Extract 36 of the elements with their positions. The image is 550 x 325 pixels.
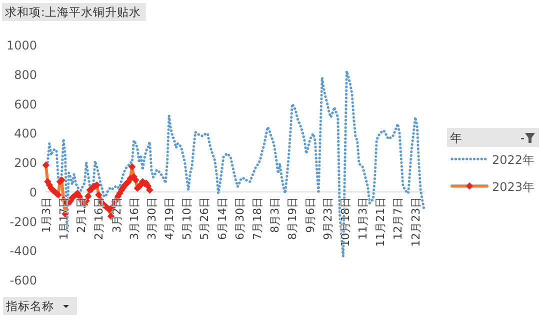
x-tick-label: 3月16日 <box>128 196 141 240</box>
y-tick-label: -600 <box>10 274 37 288</box>
x-tick-label: 10月18日 <box>338 196 352 247</box>
x-tick-label: 1月3日 <box>40 196 53 233</box>
x-tick-label: 3月30日 <box>145 196 158 240</box>
x-tick-label: 5月10日 <box>180 196 194 240</box>
legend-label: 2023年 <box>492 180 535 194</box>
x-tick-label: 11月3日 <box>356 196 370 240</box>
y-tick-label: 200 <box>14 156 37 170</box>
x-tick-label: 2月16日 <box>92 196 106 240</box>
y-tick-label: -200 <box>10 214 37 229</box>
x-tick-label: 3月2日 <box>110 196 124 233</box>
y-tick-label: -400 <box>10 244 37 258</box>
x-tick-label: 5月26日 <box>198 196 212 240</box>
x-tick-label: 6月30日 <box>233 196 246 240</box>
x-tick-label: 8月3日 <box>268 196 282 233</box>
x-tick-label: 8月19日 <box>286 196 300 240</box>
y-tick-label: 400 <box>14 126 37 141</box>
y-tick-label: 800 <box>14 68 37 82</box>
x-tick-label: 9月6日 <box>304 196 317 233</box>
x-tick-label: 11月21日 <box>374 196 388 247</box>
x-tick-label: 12月23日 <box>409 196 422 247</box>
legend-title: 年 <box>450 131 462 145</box>
annotation: 求和项:上海平水铜升贴水 <box>2 3 146 21</box>
x-tick-label: 12月7日 <box>392 196 405 240</box>
x-tick-label: 1月17日 <box>57 196 70 240</box>
x-tick-label: 6月14日 <box>216 196 229 240</box>
x-tick-label: 7月18日 <box>250 196 264 240</box>
x-tick-label: 9月23日 <box>321 196 334 240</box>
annotation: 指标名称 <box>3 297 77 315</box>
x-tick-label: 2月1日 <box>75 196 88 233</box>
y-tick-label: 0 <box>29 185 37 200</box>
y-tick-label: 1000 <box>6 38 37 52</box>
x-tick-label: 4月19日 <box>163 196 176 240</box>
legend-label: 2022年 <box>492 153 535 167</box>
y-tick-label: 600 <box>14 97 37 112</box>
